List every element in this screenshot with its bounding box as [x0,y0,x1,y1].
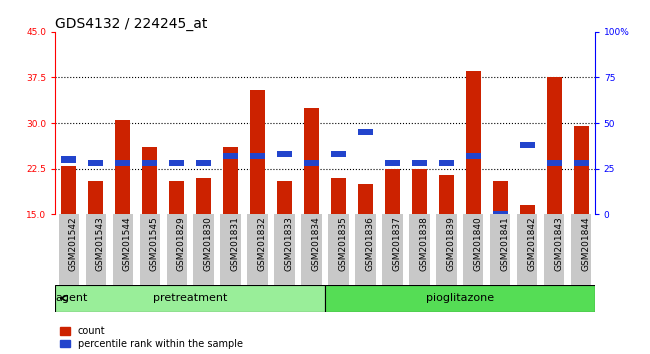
Bar [412,160,427,166]
Bar [574,126,589,214]
Bar [385,160,400,166]
Bar [385,169,400,214]
Bar [547,78,562,214]
Text: GSM201830: GSM201830 [203,216,213,271]
Text: GSM201840: GSM201840 [473,216,482,271]
Bar [331,178,346,214]
Bar [140,214,160,285]
Bar [61,166,76,214]
Bar [196,160,211,166]
Bar [169,160,184,166]
Text: GSM201832: GSM201832 [257,216,266,271]
Bar [166,214,187,285]
Text: GSM201544: GSM201544 [123,216,132,271]
Bar [142,147,157,214]
Bar [112,214,133,285]
Bar [88,181,103,214]
Bar [493,211,508,217]
Bar [331,151,346,157]
Bar [304,108,319,214]
Text: GSM201543: GSM201543 [96,216,105,271]
Bar [436,214,456,285]
Bar [325,285,595,312]
Bar [328,214,348,285]
Bar [302,214,322,285]
Bar [115,160,130,166]
Text: GSM201829: GSM201829 [177,216,186,271]
Bar [410,214,430,285]
Bar [115,120,130,214]
Bar [86,214,106,285]
Bar [223,153,238,159]
Bar [55,285,325,312]
Text: pioglitazone: pioglitazone [426,293,494,303]
Bar [223,147,238,214]
Text: GSM201545: GSM201545 [150,216,159,271]
Bar [250,90,265,214]
Bar [517,214,538,285]
Text: agent: agent [56,293,88,303]
Bar [277,181,292,214]
Bar [466,72,481,214]
Text: GDS4132 / 224245_at: GDS4132 / 224245_at [55,17,207,31]
Bar [466,153,481,159]
Bar [356,214,376,285]
Bar [220,214,240,285]
Text: GSM201835: GSM201835 [339,216,348,271]
Bar [574,160,589,166]
Bar [358,129,373,135]
Bar [142,160,157,166]
Bar [304,160,319,166]
Bar [382,214,402,285]
Bar [61,156,76,163]
Bar [88,160,103,166]
Bar [439,160,454,166]
Legend: count, percentile rank within the sample: count, percentile rank within the sample [60,326,242,349]
Text: GSM201843: GSM201843 [554,216,564,271]
Bar [571,214,592,285]
Text: GSM201542: GSM201542 [69,216,78,271]
Bar [196,178,211,214]
Text: GSM201831: GSM201831 [231,216,240,271]
Text: pretreatment: pretreatment [153,293,228,303]
Bar [490,214,510,285]
Bar [463,214,484,285]
Text: GSM201834: GSM201834 [311,216,320,271]
Bar [544,214,564,285]
Text: GSM201838: GSM201838 [419,216,428,271]
Bar [250,153,265,159]
Text: GSM201836: GSM201836 [365,216,374,271]
Bar [194,214,214,285]
Text: GSM201833: GSM201833 [285,216,294,271]
Text: GSM201839: GSM201839 [447,216,456,271]
Text: GSM201841: GSM201841 [500,216,510,271]
Bar [520,205,535,214]
Bar [520,142,535,148]
Bar [274,214,294,285]
Bar [169,181,184,214]
Text: GSM201837: GSM201837 [393,216,402,271]
Text: GSM201842: GSM201842 [527,216,536,271]
Text: GSM201844: GSM201844 [581,216,590,271]
Bar [547,160,562,166]
Bar [277,151,292,157]
Bar [358,184,373,214]
Bar [58,214,79,285]
Bar [493,181,508,214]
Bar [412,169,427,214]
Bar [248,214,268,285]
Bar [439,175,454,214]
